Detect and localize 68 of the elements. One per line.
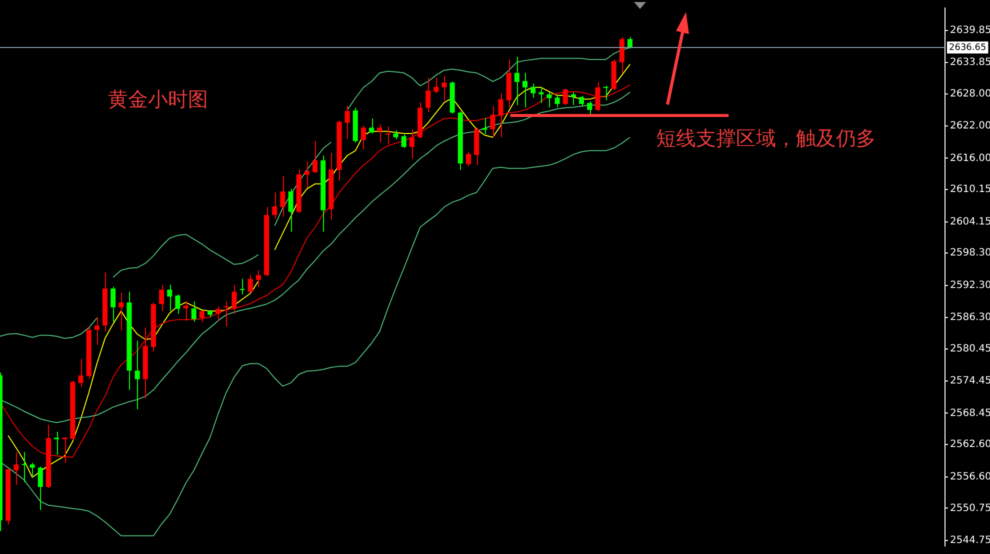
y-tick-label: 2580.45 <box>950 343 990 354</box>
candlestick <box>369 118 374 134</box>
candlestick <box>248 274 253 294</box>
candlestick <box>54 431 60 456</box>
candlestick <box>191 300 196 322</box>
candlestick <box>514 56 520 106</box>
candlestick <box>256 270 261 288</box>
candlestick <box>312 140 318 174</box>
candlestick <box>595 82 600 112</box>
candlestick <box>183 300 188 322</box>
candlestick <box>30 462 35 478</box>
y-tick-label: 2633.85 <box>950 57 990 68</box>
candlestick <box>304 160 310 188</box>
candlestick <box>498 92 504 138</box>
y-tick-label: 2544.75 <box>950 534 990 546</box>
candlestick <box>199 310 204 322</box>
y-tick-label: 2639.85 <box>950 24 990 36</box>
candlestick <box>280 175 286 218</box>
candlestick <box>38 466 43 511</box>
candlestick <box>401 134 406 148</box>
candlestick <box>385 126 390 145</box>
candlestick <box>603 85 608 101</box>
candlestick <box>78 358 84 388</box>
y-tick-label: 2550.75 <box>950 502 990 514</box>
candlestick <box>619 36 624 74</box>
y-tick-label: 2610.15 <box>950 184 990 196</box>
candlestick <box>344 106 350 140</box>
candlestick <box>530 83 536 98</box>
candlestick <box>562 88 568 106</box>
candlestick <box>409 128 414 160</box>
candlestick <box>94 316 100 346</box>
candlestick <box>224 300 229 328</box>
candlestick <box>466 151 471 167</box>
candlestick <box>272 192 278 220</box>
candlestick <box>570 92 576 106</box>
y-tick-label: 2574.45 <box>950 376 990 387</box>
candlestick <box>175 294 180 314</box>
candlestick <box>426 77 431 113</box>
candlestick <box>14 452 19 486</box>
candlestick <box>159 284 164 312</box>
candlestick <box>134 340 140 410</box>
y-tick-label: 2568.45 <box>950 408 990 419</box>
candlestick <box>232 284 237 314</box>
candlestick <box>442 76 447 101</box>
candlestick <box>393 130 398 140</box>
candlestick <box>240 278 245 295</box>
ref-line-label: 2636.65 <box>949 42 986 53</box>
y-tick-label: 2604.15 <box>950 216 990 228</box>
candlestick <box>22 452 27 483</box>
candlestick <box>288 188 294 232</box>
candlestick <box>62 436 68 464</box>
text: 黄金小时图 <box>108 87 208 112</box>
annotation: 短线支撑区域，触及仍多 <box>656 126 876 150</box>
candlestick <box>554 94 560 108</box>
candlestick <box>522 72 528 108</box>
candlestick <box>118 292 124 331</box>
candlestick <box>490 106 496 138</box>
candlestick <box>434 77 439 94</box>
candlestick <box>360 124 366 150</box>
candlestick <box>216 306 221 322</box>
candlestick <box>377 124 382 143</box>
candlestick <box>587 100 592 116</box>
candlestick <box>579 95 584 107</box>
candlestick <box>167 284 172 312</box>
candlestick <box>546 92 552 108</box>
candlestick <box>110 286 116 322</box>
candlestick <box>538 86 544 104</box>
candlestick <box>482 117 488 135</box>
